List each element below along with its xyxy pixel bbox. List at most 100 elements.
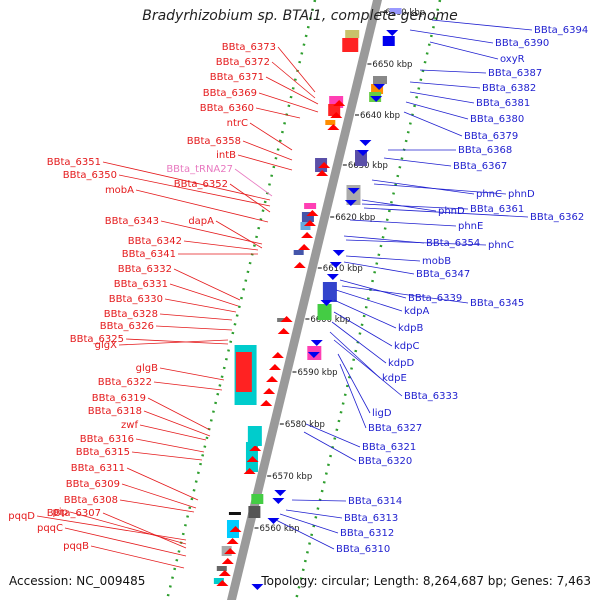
reverse-gene-arrow [251, 584, 264, 590]
reverse-gene-arrow [307, 352, 320, 358]
gene-label-left: BBta_6342 [128, 236, 182, 247]
forward-gene-arrow [229, 526, 242, 532]
reverse-gene-arrow [344, 200, 357, 206]
forward-gene-block [228, 512, 241, 515]
gene-label-right: BBta_6345 [470, 298, 524, 309]
gene-label-right: BBta_6380 [470, 114, 524, 125]
leader-line [64, 527, 187, 557]
gene-label-right: BBta_6379 [464, 131, 518, 142]
leader-line [349, 219, 457, 227]
leader-line [279, 513, 339, 534]
gene-label-right: BBta_6339 [408, 293, 462, 304]
leader-line [333, 339, 403, 397]
gene-label-left: pqqC [37, 523, 63, 534]
leader-line [237, 154, 293, 171]
leader-line [169, 283, 239, 307]
gene-label-right: BBta_6354 [426, 238, 480, 249]
leader-line [329, 331, 381, 379]
leader-line [277, 46, 316, 93]
leader-line [305, 423, 361, 448]
forward-gene-arrow [318, 162, 331, 168]
gene-label-right: BBta_6313 [344, 513, 398, 524]
forward-gene-arrow [303, 220, 316, 226]
leader-line [242, 140, 293, 161]
leader-line [341, 285, 469, 304]
leader-line [429, 41, 499, 60]
forward-gene-arrow [246, 456, 259, 462]
gene-label-left: BBta_6307 [47, 508, 101, 519]
leader-line [126, 467, 199, 501]
gene-label-right: BBta_6333 [404, 391, 458, 402]
forward-gene-block [216, 566, 227, 571]
leader-line [419, 69, 487, 74]
leader-line [431, 19, 533, 31]
gene-label-left: BBta_6360 [200, 103, 254, 114]
gene-label-left: dapA [188, 216, 214, 227]
reverse-gene-arrow [359, 140, 372, 146]
leader-line [271, 61, 316, 99]
gene-label-left: BBta_6343 [105, 216, 159, 227]
gene-label-left: BBta_6358 [187, 136, 241, 147]
gene-label-left: BBta_6318 [88, 406, 142, 417]
leader-line [159, 313, 233, 321]
gene-label-right: BBta_6390 [495, 38, 549, 49]
gene-label-right: BBta_6321 [362, 442, 416, 453]
gene-label-left: zwf [121, 420, 138, 431]
leader-line [333, 299, 397, 329]
gene-label-left: BBta_tRNA27 [166, 164, 233, 175]
tick-ring-inner [165, 0, 317, 600]
gene-label-right: BBta_6387 [488, 68, 542, 79]
leader-line [343, 261, 415, 275]
reverse-gene-block [373, 76, 388, 84]
gene-label-right: phnC [476, 189, 502, 200]
gene-label-right: oxyR [500, 54, 525, 65]
gene-label-right: phnD [508, 189, 535, 200]
gene-label-left: pip [53, 507, 68, 518]
leader-line [345, 255, 421, 262]
leader-line [337, 353, 371, 414]
leader-line [265, 76, 319, 105]
leader-line [118, 339, 229, 346]
gene-label-left: BBta_6352 [174, 179, 228, 190]
forward-gene-arrow [243, 468, 256, 474]
forward-gene-arrow [249, 445, 262, 451]
reverse-gene-arrow [386, 30, 399, 36]
leader-line [36, 515, 187, 541]
forward-gene-arrow [224, 548, 237, 554]
map-title: Bradyrhizobium sp. BTAi1, complete genom… [142, 8, 458, 24]
leader-line [285, 509, 343, 519]
leader-line [361, 203, 469, 210]
gene-label-left: BBta_6330 [109, 294, 163, 305]
gene-label-left: mobA [105, 185, 134, 196]
gene-label-left: BBta_6326 [100, 321, 154, 332]
leader-line [173, 268, 241, 301]
forward-gene-arrow [260, 400, 273, 406]
genome-summary-text: Topology: circular; Length: 8,264,687 bp… [261, 574, 591, 588]
gene-label-left: pqqD [8, 511, 35, 522]
reverse-gene-block [371, 84, 384, 94]
gene-label-left: BBta_6371 [210, 72, 264, 83]
leader-line [147, 397, 211, 431]
leader-line [125, 338, 229, 345]
forward-gene-arrow [280, 316, 293, 322]
leader-line [234, 168, 273, 197]
gene-label-left: glgX [95, 340, 117, 351]
gene-labels: BBta_6373 BBta_6372 BBta_6371 BBta_6369 BBta… [8, 25, 588, 555]
gene-label-left: glgB [136, 363, 158, 374]
leader-line [153, 381, 223, 391]
leader-line [159, 367, 225, 381]
leader-line [343, 235, 425, 244]
reverse-gene-arrow [310, 340, 323, 346]
leader-line [258, 92, 319, 113]
gene-label-right: BBta_6314 [348, 496, 402, 507]
leader-line [409, 91, 475, 104]
tick-label: 6640 kbp [360, 111, 400, 121]
gene-label-right: kdpA [404, 306, 429, 317]
gene-label-left: BBta_6341 [122, 249, 176, 260]
gene-label-right: BBta_6362 [530, 212, 584, 223]
gene-label-left: BBta_6369 [203, 88, 257, 99]
forward-gene-arrow [216, 580, 229, 586]
leader-line [373, 183, 507, 195]
leader-line [339, 279, 407, 299]
gene-label-right: ligD [372, 408, 392, 419]
